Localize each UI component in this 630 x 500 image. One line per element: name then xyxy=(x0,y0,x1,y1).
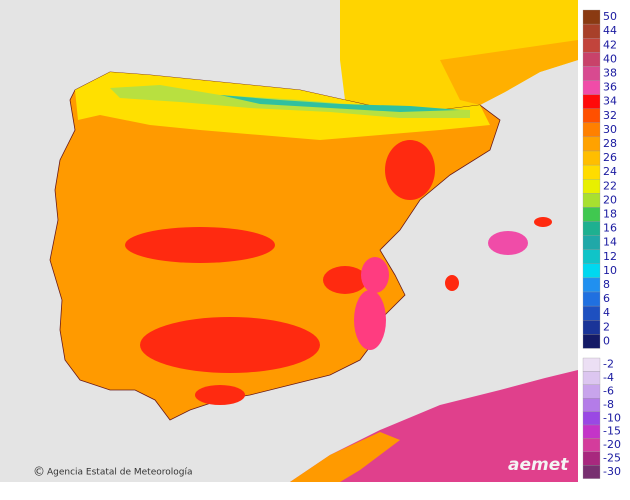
legend-swatch xyxy=(582,384,601,399)
legend-label: 20 xyxy=(603,193,617,206)
legend-label: 50 xyxy=(603,10,617,23)
hot-area xyxy=(361,257,389,293)
legend-label: 18 xyxy=(603,207,617,220)
legend-label: -30 xyxy=(603,465,621,478)
legend-label: -4 xyxy=(603,371,614,384)
island xyxy=(445,275,459,291)
legend-swatch xyxy=(582,357,601,372)
legend-label: 4 xyxy=(603,306,610,319)
legend-swatch xyxy=(582,164,601,180)
legend-label: 44 xyxy=(603,24,617,37)
legend-label: -15 xyxy=(603,425,621,438)
legend-swatch xyxy=(582,221,601,236)
legend-label: 6 xyxy=(603,292,610,305)
legend-swatch xyxy=(582,277,601,293)
legend-swatch xyxy=(582,193,601,208)
hot-area xyxy=(195,385,245,405)
island xyxy=(488,231,528,255)
legend-label: 38 xyxy=(603,66,617,79)
legend-swatch xyxy=(582,207,601,222)
legend-swatch xyxy=(582,108,601,123)
hot-area xyxy=(354,290,386,350)
legend-swatch xyxy=(582,52,601,67)
legend-label: 40 xyxy=(603,52,617,65)
legend-label: -10 xyxy=(603,411,621,424)
legend-swatch xyxy=(582,9,601,25)
legend-swatch xyxy=(582,23,601,39)
legend-label: -25 xyxy=(603,452,621,465)
legend-label: 32 xyxy=(603,109,617,122)
legend-swatch xyxy=(582,263,601,279)
credit: © Agencia Estatal de Meteorología xyxy=(33,465,193,479)
legend-label: 10 xyxy=(603,264,617,277)
legend-swatch xyxy=(582,66,601,81)
legend-swatch xyxy=(582,179,601,194)
hot-area xyxy=(385,140,435,200)
legend-swatch xyxy=(582,235,601,250)
legend-label: -20 xyxy=(603,438,621,451)
legend-label: 30 xyxy=(603,123,617,136)
legend-label: 42 xyxy=(603,38,617,51)
legend-label: 0 xyxy=(603,334,610,347)
legend-label: 34 xyxy=(603,95,617,108)
copyright-symbol: © xyxy=(33,465,45,479)
legend-swatch xyxy=(582,305,601,321)
africa-coast xyxy=(290,432,400,482)
legend-swatch xyxy=(582,122,601,138)
legend-swatch xyxy=(582,38,601,53)
logo: aemet xyxy=(508,455,569,475)
hot-area xyxy=(323,266,367,294)
legend-swatch xyxy=(582,249,601,264)
legend-label: 2 xyxy=(603,320,610,333)
credit-text: Agencia Estatal de Meteorología xyxy=(47,468,193,478)
legend-swatch xyxy=(582,438,601,452)
hot-area xyxy=(140,317,320,373)
legend-swatch xyxy=(582,398,601,412)
legend-swatch xyxy=(582,411,601,426)
legend-swatch xyxy=(582,371,601,385)
legend-swatch xyxy=(582,320,601,335)
legend-swatch xyxy=(582,150,601,166)
legend-swatch xyxy=(582,291,601,307)
legend-swatch xyxy=(582,136,601,152)
legend-label: -2 xyxy=(603,358,614,371)
legend-swatch xyxy=(582,80,601,95)
legend-label: 36 xyxy=(603,81,617,94)
legend-label: 28 xyxy=(603,137,617,150)
legend-label: 24 xyxy=(603,165,617,178)
legend-swatch xyxy=(582,334,601,349)
hot-area xyxy=(125,227,275,263)
legend-label: 12 xyxy=(603,250,617,263)
legend-label: 22 xyxy=(603,179,617,192)
legend: 5044424038363432302826242220181614121086… xyxy=(582,9,621,479)
france-south xyxy=(440,40,578,105)
legend-swatch xyxy=(582,465,601,479)
legend-label: 8 xyxy=(603,278,610,291)
legend-label: -6 xyxy=(603,385,614,398)
legend-label: 14 xyxy=(603,236,617,249)
legend-label: 16 xyxy=(603,222,617,235)
legend-label: -8 xyxy=(603,398,614,411)
mountain-peaks xyxy=(220,95,460,112)
legend-swatch xyxy=(582,94,601,109)
island xyxy=(534,217,552,227)
legend-swatch xyxy=(582,424,601,439)
legend-label: 26 xyxy=(603,151,617,164)
legend-swatch xyxy=(582,451,601,466)
